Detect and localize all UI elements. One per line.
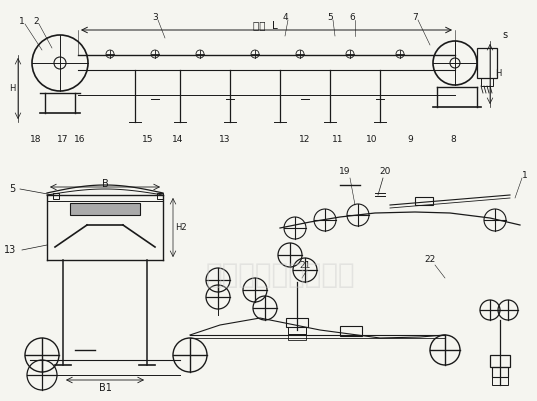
Bar bbox=[288, 334, 306, 340]
Text: 18: 18 bbox=[30, 136, 42, 144]
Text: s: s bbox=[503, 30, 507, 40]
Text: 15: 15 bbox=[142, 136, 154, 144]
Bar bbox=[70, 203, 140, 215]
Bar bbox=[286, 318, 308, 327]
Text: 12: 12 bbox=[299, 136, 311, 144]
Text: H2: H2 bbox=[175, 223, 187, 232]
Bar bbox=[492, 367, 508, 377]
Text: 13: 13 bbox=[4, 245, 16, 255]
Text: 机长  L: 机长 L bbox=[252, 20, 278, 30]
Text: B: B bbox=[101, 179, 108, 189]
Bar bbox=[53, 193, 59, 199]
Text: 9: 9 bbox=[407, 136, 413, 144]
Bar bbox=[340, 326, 362, 336]
Text: 20: 20 bbox=[379, 168, 391, 176]
Text: 5: 5 bbox=[327, 14, 333, 22]
Bar bbox=[490, 355, 510, 367]
Text: 1: 1 bbox=[522, 170, 528, 180]
Bar bbox=[157, 193, 163, 199]
Text: 5: 5 bbox=[9, 184, 15, 194]
Text: H: H bbox=[495, 69, 501, 77]
Text: 19: 19 bbox=[339, 168, 351, 176]
Text: 3: 3 bbox=[152, 14, 158, 22]
Bar bbox=[288, 327, 306, 334]
Text: 6: 6 bbox=[349, 14, 355, 22]
Bar bbox=[415, 197, 433, 205]
Text: 22: 22 bbox=[424, 255, 436, 265]
Bar bbox=[492, 377, 508, 385]
Text: B1: B1 bbox=[99, 383, 112, 393]
Text: 新乡市同鑫振动机械: 新乡市同鑫振动机械 bbox=[205, 261, 355, 289]
Text: 16: 16 bbox=[74, 136, 86, 144]
Text: H: H bbox=[9, 84, 15, 93]
Text: 10: 10 bbox=[366, 136, 378, 144]
Text: 14: 14 bbox=[172, 136, 184, 144]
Text: 11: 11 bbox=[332, 136, 344, 144]
Text: 17: 17 bbox=[57, 136, 69, 144]
Text: 4: 4 bbox=[282, 14, 288, 22]
Text: 13: 13 bbox=[219, 136, 231, 144]
Text: 8: 8 bbox=[450, 136, 456, 144]
Bar bbox=[481, 78, 493, 86]
Bar bbox=[477, 48, 497, 78]
Text: 1: 1 bbox=[19, 18, 25, 26]
Text: 2: 2 bbox=[33, 18, 39, 26]
Text: 7: 7 bbox=[412, 14, 418, 22]
Text: 21: 21 bbox=[299, 261, 311, 269]
